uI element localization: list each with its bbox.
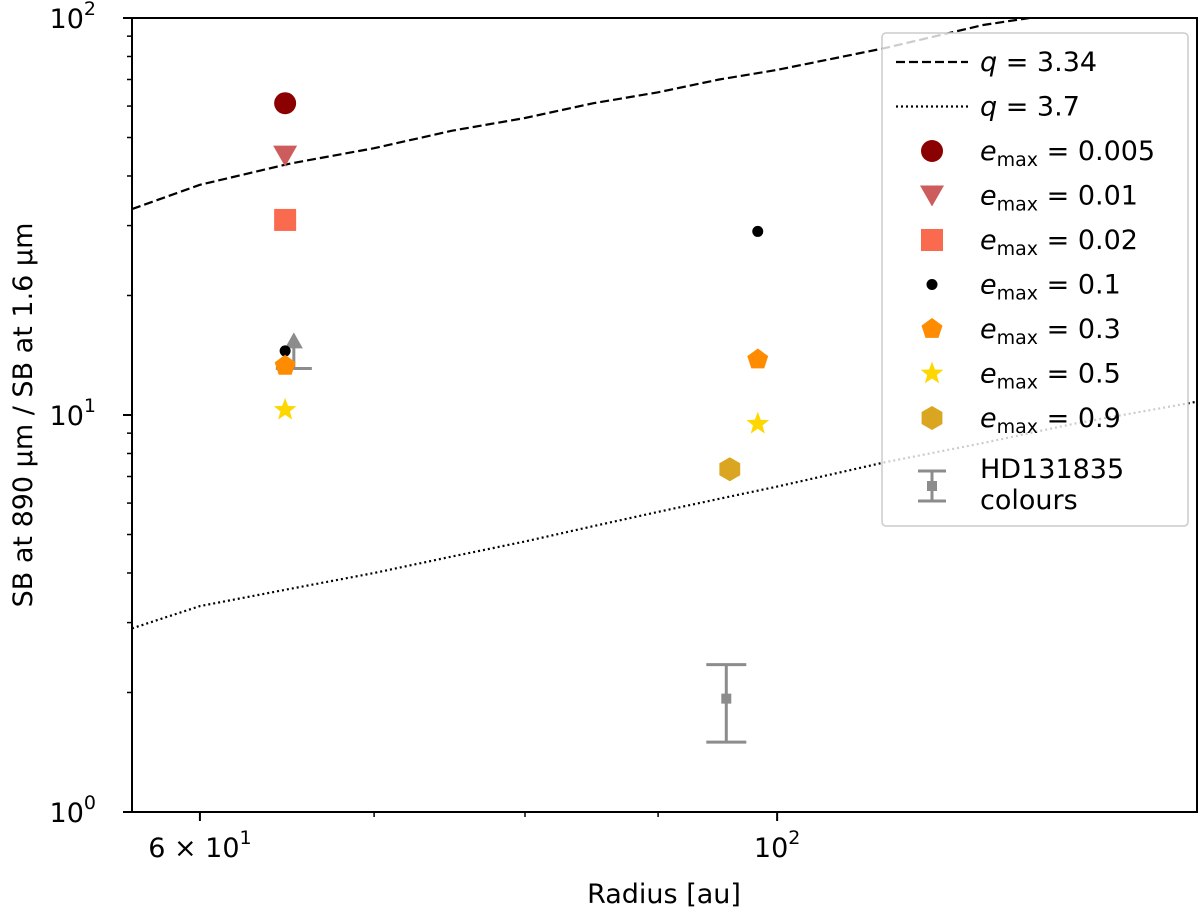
- observation-marker: [721, 693, 732, 704]
- legend-marker-dot: [926, 279, 938, 290]
- y-tick-label: 100: [50, 792, 96, 829]
- legend-label: emax = 0.9: [980, 403, 1121, 438]
- data-point-star: [273, 397, 297, 420]
- legend-box: [881, 32, 1189, 527]
- legend-label: emax = 0.3: [980, 314, 1121, 349]
- legend-marker-hexagon: [921, 406, 943, 430]
- legend-label: emax = 0.02: [980, 225, 1138, 260]
- data-points: [273, 92, 770, 482]
- legend-marker-square: [921, 229, 943, 251]
- data-point-triangle-down: [273, 145, 298, 167]
- y-tick-label: 101: [50, 395, 96, 432]
- data-point-hexagon: [719, 457, 741, 482]
- y-axis-ticks: 100 101 102: [50, 0, 132, 829]
- legend-marker-pentagon: [921, 318, 943, 338]
- x-tick-label: 102: [754, 827, 800, 864]
- y-tick-label: 102: [50, 0, 96, 35]
- legend-marker-circle: [921, 140, 943, 162]
- legend-marker-triangle-down: [920, 185, 944, 207]
- legend-label: emax = 0.01: [980, 181, 1138, 216]
- data-point-dot: [752, 225, 764, 237]
- x-tick-label: 6 × 101: [148, 827, 251, 864]
- legend-label: emax = 0.005: [980, 136, 1155, 171]
- model-line-dotted: [132, 400, 1197, 630]
- legend-label: q = 3.7: [980, 92, 1080, 123]
- legend-label: q = 3.34: [980, 47, 1097, 78]
- plot-frame: [131, 17, 1198, 813]
- y-axis-label: SB at 890 μm / SB at 1.6 μm: [8, 223, 39, 608]
- legend-label: HD131835: [980, 454, 1124, 485]
- legend: q = 3.34 q = 3.7 emax = 0.005 emax = 0.01 em…: [881, 32, 1189, 527]
- x-axis-label: Radius [au]: [587, 879, 741, 910]
- lower-limit-arrow: [284, 332, 303, 349]
- data-point-star: [746, 411, 770, 434]
- data-point-circle: [274, 92, 297, 115]
- data-point-pentagon: [747, 348, 769, 369]
- legend-label: colours: [980, 485, 1078, 516]
- data-point-dot: [279, 345, 291, 357]
- legend-label: emax = 0.1: [980, 270, 1121, 305]
- observations: [275, 332, 747, 744]
- data-point-pentagon: [274, 354, 296, 375]
- legend-marker-star: [920, 361, 944, 384]
- x-axis-ticks: 6 × 101 102: [148, 812, 800, 864]
- legend-label: emax = 0.5: [980, 359, 1121, 394]
- legend-observation-marker: [927, 481, 937, 491]
- data-point-square: [274, 208, 297, 231]
